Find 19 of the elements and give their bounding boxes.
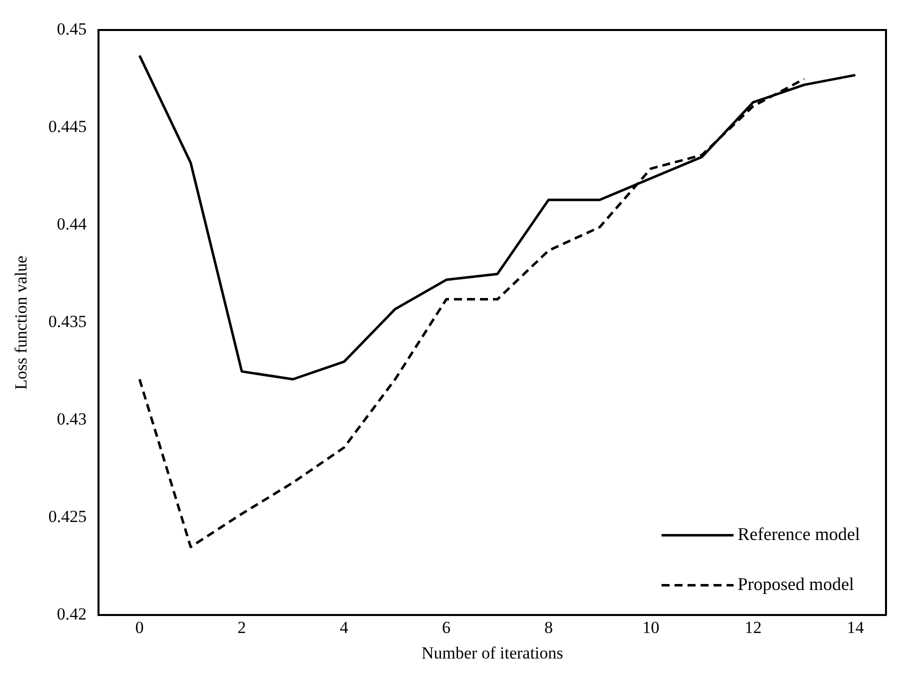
legend-label: Reference model [738, 524, 860, 544]
y-axis-title: Loss function value [12, 256, 31, 390]
x-tick-label: 10 [642, 618, 660, 637]
y-tick-label: 0.45 [56, 20, 87, 39]
x-tick-label: 12 [744, 618, 762, 637]
y-tick-label: 0.43 [56, 410, 87, 429]
x-tick-label: 2 [238, 618, 246, 637]
y-tick-label: 0.425 [48, 507, 87, 526]
x-tick-label: 4 [340, 618, 349, 637]
x-tick-label: 8 [544, 618, 553, 637]
x-tick-label: 14 [846, 618, 864, 637]
x-tick-label: 6 [442, 618, 451, 637]
y-tick-label: 0.42 [56, 604, 87, 624]
x-axis-title: Number of iterations [422, 643, 564, 662]
y-tick-label: 0.435 [48, 312, 87, 332]
x-tick-label: 0 [135, 618, 144, 637]
y-tick-label: 0.445 [48, 117, 87, 136]
y-tick-label: 0.44 [56, 214, 88, 234]
legend-label: Proposed model [738, 574, 854, 594]
